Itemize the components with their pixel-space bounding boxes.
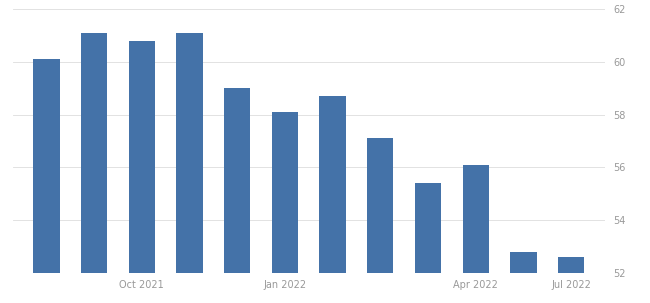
Bar xyxy=(463,165,489,273)
Bar xyxy=(176,33,203,273)
Bar xyxy=(224,88,250,273)
Bar xyxy=(272,112,298,273)
Bar xyxy=(81,33,107,273)
Bar xyxy=(510,251,536,273)
Bar xyxy=(129,41,155,273)
Bar xyxy=(33,59,60,273)
Bar xyxy=(367,138,393,273)
Bar xyxy=(320,96,346,273)
Bar xyxy=(415,183,441,273)
Bar xyxy=(558,257,584,273)
